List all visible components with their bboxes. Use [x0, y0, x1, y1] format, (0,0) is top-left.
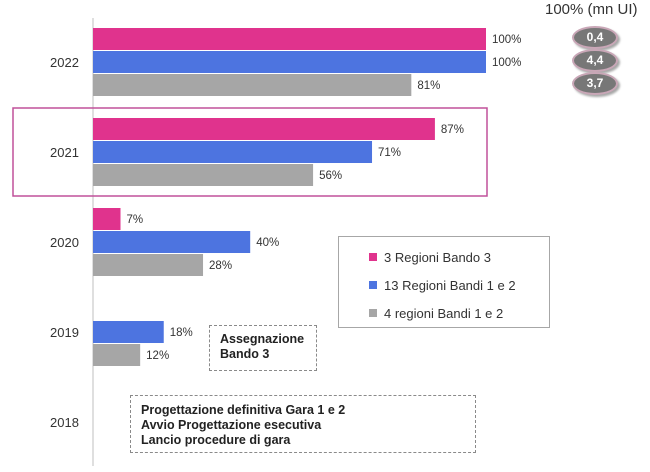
pill-bando3-value: 0,4	[572, 26, 618, 49]
bar-2020-s1	[93, 231, 251, 253]
note-line: Lancio procedure di gara	[141, 433, 291, 447]
legend-swatch	[369, 253, 377, 261]
bar-2021-s0	[93, 118, 435, 140]
year-label-2018: 2018	[50, 415, 79, 430]
year-label-2021: 2021	[50, 145, 79, 160]
value-label-2021-s0: 87%	[441, 124, 464, 136]
bar-2022-s0	[93, 28, 486, 50]
year-label-2022: 2022	[50, 55, 79, 70]
value-label-2022-s2: 81%	[417, 80, 440, 92]
value-label-2019-s2: 12%	[146, 350, 169, 362]
legend-item: 13 Regioni Bandi 1 e 2	[369, 271, 549, 299]
note-progettazione: Progettazione definitiva Gara 1 e 2 Avvi…	[130, 395, 476, 453]
value-label-2021-s2: 56%	[319, 170, 342, 182]
year-label-2020: 2020	[50, 235, 79, 250]
pill-4-regioni-value: 3,7	[572, 72, 618, 95]
value-label-2021-s1: 71%	[378, 147, 401, 159]
note-assegnazione: Assegnazione Bando 3	[209, 325, 317, 371]
value-label-2022-s1: 100%	[492, 57, 521, 69]
note-line: Avvio Progettazione esecutiva	[141, 418, 322, 432]
value-label-2022-s0: 100%	[492, 34, 521, 46]
header-unit-label: 100% (mn UI)	[545, 1, 638, 18]
legend-swatch	[369, 309, 377, 317]
legend-item: 4 regioni Bandi 1 e 2	[369, 299, 549, 327]
bar-2021-s2	[93, 164, 314, 186]
value-label-2020-s2: 28%	[209, 260, 232, 272]
note-line: Bando 3	[220, 347, 270, 361]
chart-legend: 3 Regioni Bando 3 13 Regioni Bandi 1 e 2…	[338, 236, 550, 328]
value-label-2020-s0: 7%	[127, 214, 144, 226]
legend-item: 3 Regioni Bando 3	[369, 243, 549, 271]
legend-label: 3 Regioni Bando 3	[384, 249, 491, 265]
note-line: Progettazione definitiva Gara 1 e 2	[141, 403, 346, 417]
note-line: Assegnazione	[220, 332, 305, 346]
highlight-box-2021	[12, 107, 488, 197]
bar-2021-s1	[93, 141, 373, 163]
bar-2020-s2	[93, 254, 204, 276]
bar-2019-s1	[93, 321, 164, 343]
bar-2022-s1	[93, 51, 486, 73]
bar-2022-s2	[93, 74, 412, 96]
legend-label: 4 regioni Bandi 1 e 2	[384, 305, 504, 321]
value-label-2020-s1: 40%	[256, 237, 279, 249]
legend-swatch	[369, 281, 377, 289]
pill-13-regioni-value: 4,4	[572, 49, 618, 72]
bar-2020-s0	[93, 208, 121, 230]
legend-label: 13 Regioni Bandi 1 e 2	[384, 277, 516, 293]
year-label-2019: 2019	[50, 325, 79, 340]
bar-2019-s2	[93, 344, 141, 366]
value-label-2019-s1: 18%	[170, 327, 193, 339]
